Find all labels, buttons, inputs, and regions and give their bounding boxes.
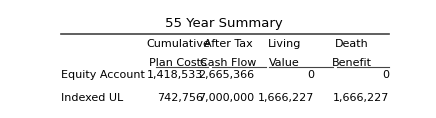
Text: 7,000,000: 7,000,000 bbox=[198, 93, 254, 103]
Text: 0: 0 bbox=[382, 70, 389, 80]
Text: Living: Living bbox=[268, 39, 301, 49]
Text: Plan Costs: Plan Costs bbox=[149, 58, 207, 68]
Text: Equity Account: Equity Account bbox=[61, 70, 145, 80]
Text: Cumulative: Cumulative bbox=[146, 39, 210, 49]
Text: After Tax: After Tax bbox=[204, 39, 253, 49]
Text: 55 Year Summary: 55 Year Summary bbox=[164, 17, 283, 30]
Text: Indexed UL: Indexed UL bbox=[61, 93, 123, 103]
Text: 742,756: 742,756 bbox=[157, 93, 203, 103]
Text: 1,418,533: 1,418,533 bbox=[147, 70, 203, 80]
Text: 2,665,366: 2,665,366 bbox=[198, 70, 254, 80]
Text: 1,666,227: 1,666,227 bbox=[333, 93, 389, 103]
Text: 0: 0 bbox=[308, 70, 315, 80]
Text: Value: Value bbox=[269, 58, 300, 68]
Text: Death: Death bbox=[335, 39, 369, 49]
Text: 1,666,227: 1,666,227 bbox=[258, 93, 315, 103]
Text: Benefit: Benefit bbox=[332, 58, 372, 68]
Text: Cash Flow: Cash Flow bbox=[200, 58, 257, 68]
